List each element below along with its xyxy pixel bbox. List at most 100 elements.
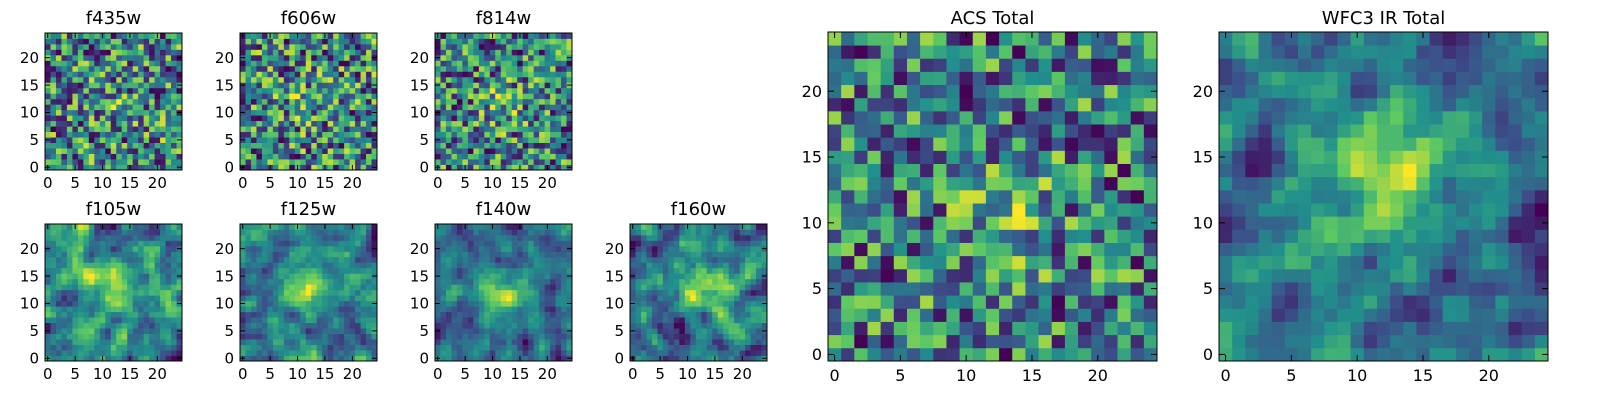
heatmap-cell bbox=[451, 33, 458, 39]
heatmap-cell bbox=[756, 306, 762, 313]
heatmap-cell bbox=[673, 328, 680, 334]
heatmap-cell bbox=[371, 38, 378, 45]
heatmap-cell bbox=[316, 267, 323, 274]
heatmap-cell bbox=[854, 334, 868, 349]
heatmap-cell bbox=[445, 65, 452, 72]
heatmap-cell bbox=[933, 176, 947, 191]
heatmap-cell bbox=[360, 126, 367, 133]
heatmap-cell bbox=[116, 267, 123, 274]
heatmap-cell bbox=[544, 93, 551, 100]
heatmap-cell bbox=[451, 289, 458, 296]
heatmap-cell bbox=[250, 300, 257, 307]
heatmap-cell bbox=[445, 60, 452, 67]
heatmap-cell bbox=[550, 76, 556, 83]
heatmap-cell bbox=[555, 328, 562, 334]
heatmap-cell bbox=[1130, 321, 1145, 336]
heatmap-cell bbox=[61, 273, 68, 280]
heatmap-cell bbox=[311, 60, 318, 67]
heatmap-cell bbox=[690, 262, 697, 269]
heatmap-cell bbox=[473, 54, 480, 61]
heatmap-cell bbox=[132, 306, 139, 313]
heatmap-cell bbox=[1064, 216, 1079, 230]
heatmap-cell bbox=[451, 159, 458, 165]
heatmap-cell bbox=[539, 317, 545, 324]
heatmap-cell bbox=[300, 317, 307, 324]
heatmap-cell bbox=[77, 300, 84, 307]
heatmap-cell bbox=[750, 306, 757, 313]
heatmap-cell bbox=[55, 245, 62, 252]
heatmap-cell bbox=[305, 339, 312, 345]
heatmap-cell bbox=[127, 137, 134, 143]
heatmap-cell bbox=[256, 234, 263, 241]
heatmap-cell bbox=[261, 267, 268, 274]
heatmap-cell bbox=[517, 43, 524, 50]
heatmap-cell bbox=[506, 60, 513, 67]
heatmap-cell bbox=[105, 278, 112, 285]
heatmap-cell bbox=[294, 251, 301, 258]
heatmap-cell bbox=[489, 344, 496, 351]
heatmap-cell bbox=[533, 262, 540, 269]
heatmap-cell bbox=[283, 300, 290, 307]
x-tick-label: 15 bbox=[510, 174, 529, 192]
heatmap-cell bbox=[828, 216, 842, 230]
heatmap-cell bbox=[72, 256, 79, 263]
y-tick-label: 0 bbox=[419, 350, 429, 368]
heatmap-cell bbox=[371, 159, 378, 165]
heatmap-cell bbox=[462, 126, 469, 133]
heatmap-cell bbox=[110, 104, 117, 111]
heatmap-cell bbox=[322, 344, 329, 351]
heatmap-cell bbox=[316, 339, 323, 345]
heatmap-cell bbox=[121, 120, 128, 127]
heatmap-cell bbox=[635, 267, 642, 274]
heatmap-cell bbox=[651, 289, 658, 296]
heatmap-cell bbox=[539, 65, 545, 72]
heatmap-cell bbox=[517, 93, 524, 100]
heatmap-cell bbox=[630, 295, 636, 302]
heatmap-cell bbox=[440, 339, 447, 345]
heatmap-cell bbox=[66, 65, 73, 72]
heatmap-cell bbox=[550, 82, 556, 89]
heatmap-cell bbox=[261, 333, 268, 340]
heatmap-cell bbox=[555, 131, 562, 138]
heatmap-cell bbox=[72, 273, 79, 280]
heatmap-cell bbox=[278, 300, 285, 307]
heatmap-cell bbox=[77, 328, 84, 334]
heatmap-cell bbox=[533, 306, 540, 313]
heatmap-cell bbox=[94, 251, 101, 258]
heatmap-cell bbox=[1078, 282, 1092, 296]
heatmap-cell bbox=[171, 115, 177, 122]
heatmap-cell bbox=[66, 245, 73, 252]
heatmap-cell bbox=[294, 115, 301, 122]
heatmap-cell bbox=[55, 87, 62, 94]
heatmap-cell bbox=[55, 311, 62, 318]
heatmap-cell bbox=[45, 38, 51, 45]
heatmap-cell bbox=[473, 306, 480, 313]
heatmap-cell bbox=[933, 321, 947, 336]
heatmap-cell bbox=[495, 87, 502, 94]
heatmap-cell bbox=[165, 71, 172, 78]
heatmap-cell bbox=[250, 49, 257, 56]
heatmap-cell bbox=[506, 355, 513, 362]
heatmap-cell bbox=[50, 109, 57, 116]
heatmap-cell bbox=[316, 328, 323, 334]
heatmap-cell bbox=[739, 234, 746, 241]
heatmap-cell bbox=[517, 109, 524, 116]
heatmap-cell bbox=[544, 142, 551, 149]
heatmap-cell bbox=[739, 317, 746, 324]
heatmap-cell bbox=[506, 267, 513, 274]
heatmap-cell bbox=[544, 49, 551, 56]
heatmap-cell bbox=[267, 339, 274, 345]
heatmap-cell bbox=[305, 289, 312, 296]
heatmap-cell bbox=[88, 322, 95, 329]
heatmap-cell bbox=[294, 295, 301, 302]
x-tick-label: 0 bbox=[43, 365, 53, 383]
heatmap-cell bbox=[445, 317, 452, 324]
heatmap-cell bbox=[933, 216, 947, 230]
heatmap-cell bbox=[662, 234, 669, 241]
heatmap-cell bbox=[657, 251, 664, 258]
heatmap-cell bbox=[662, 284, 669, 291]
heatmap-cell bbox=[316, 54, 323, 61]
heatmap-cell bbox=[657, 234, 664, 241]
heatmap-cell bbox=[880, 268, 895, 283]
